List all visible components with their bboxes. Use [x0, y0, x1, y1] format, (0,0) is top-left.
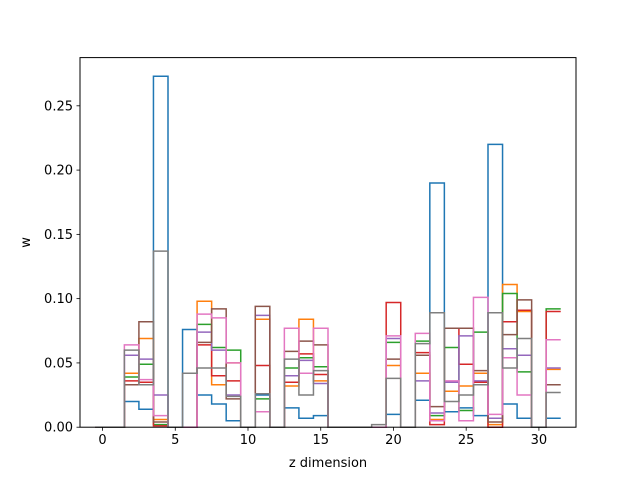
x-tick-label: 25 — [458, 433, 475, 448]
y-tick-label: 0.25 — [44, 99, 73, 114]
x-tick-label: 20 — [385, 433, 402, 448]
y-axis: 0.00 0.05 0.10 0.15 0.20 0.25 — [44, 99, 80, 436]
y-tick-label: 0.15 — [44, 228, 73, 243]
y-tick-label: 0.20 — [44, 164, 73, 179]
y-tick-label: 0.05 — [44, 356, 73, 371]
x-tick-label: 10 — [240, 433, 257, 448]
x-tick-label: 15 — [312, 433, 329, 448]
x-axis: 0 5 10 15 20 25 30 — [98, 427, 547, 448]
x-tick-label: 30 — [531, 433, 548, 448]
y-tick-label: 0.10 — [44, 292, 73, 307]
y-tick-label: 0.00 — [44, 421, 73, 436]
x-axis-label: z dimension — [289, 456, 367, 471]
x-tick-label: 0 — [98, 433, 106, 448]
x-tick-label: 5 — [171, 433, 179, 448]
plot-frame — [79, 57, 577, 428]
y-axis-label: w — [19, 237, 34, 248]
